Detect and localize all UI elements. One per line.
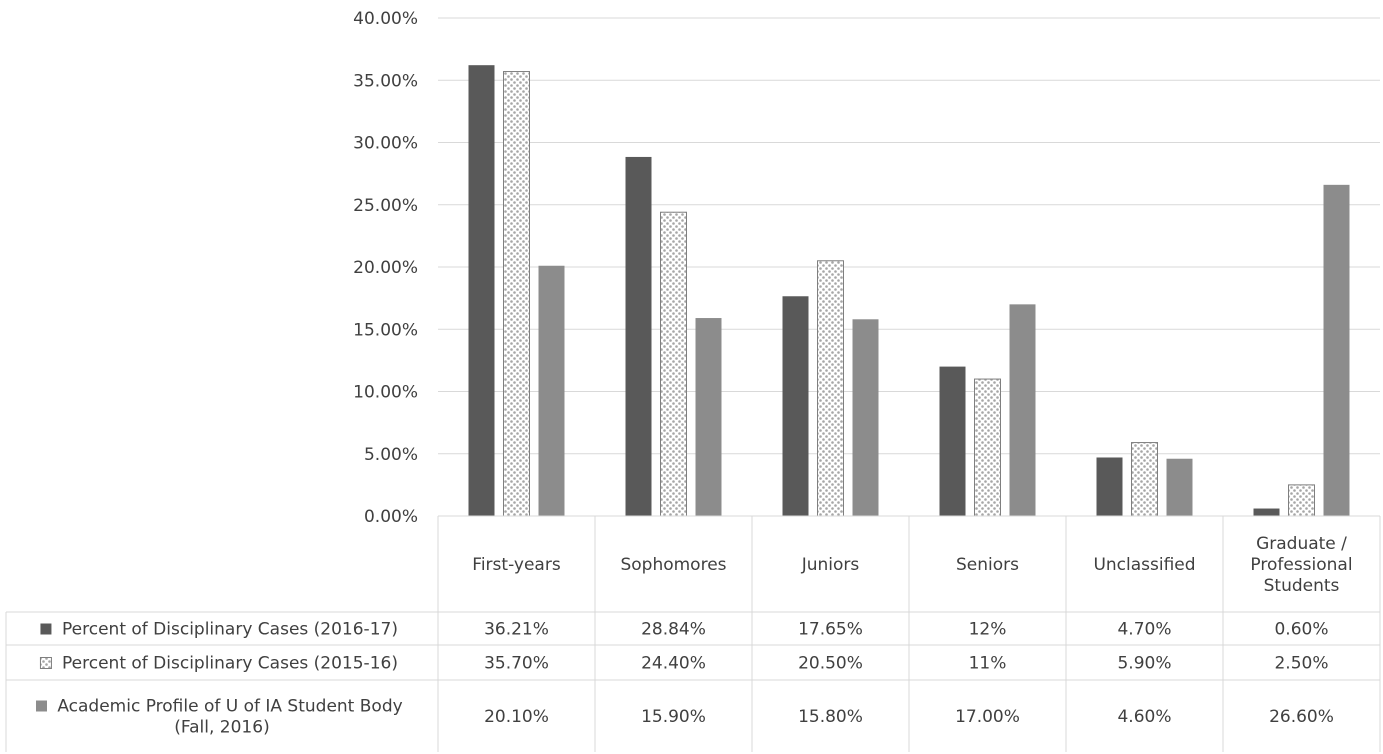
data-label: 28.84% (641, 620, 706, 640)
y-tick-label: 20.00% (353, 258, 418, 278)
y-tick-label: 5.00% (364, 445, 418, 465)
bar (1009, 304, 1036, 516)
legend-label: Percent of Disciplinary Cases (2015-16) (62, 654, 398, 674)
y-tick-label: 40.00% (353, 9, 418, 29)
bar (852, 319, 879, 516)
gridlines (438, 17, 1380, 455)
category-label: Graduate / (1256, 534, 1347, 554)
bar (974, 378, 1001, 517)
category-label: Seniors (956, 555, 1019, 575)
data-label: 20.10% (484, 707, 549, 727)
bar (1166, 458, 1193, 516)
y-tick-label: 10.00% (353, 383, 418, 403)
data-label: 0.60% (1274, 620, 1328, 640)
category-label: Sophomores (620, 555, 726, 575)
bar (538, 265, 565, 516)
y-tick-label: 0.00% (364, 507, 418, 527)
bar (1288, 484, 1315, 517)
bar (817, 260, 844, 517)
bar (503, 71, 530, 517)
data-label: 26.60% (1269, 707, 1334, 727)
data-label: 2.50% (1274, 654, 1328, 674)
y-tick-label: 35.00% (353, 71, 418, 91)
bar (1323, 184, 1350, 516)
legend-label: Percent of Disciplinary Cases (2016-17) (62, 620, 398, 640)
y-tick-label: 25.00% (353, 196, 418, 216)
legend-swatch (40, 623, 52, 635)
data-label: 15.80% (798, 707, 863, 727)
data-label: 17.65% (798, 620, 863, 640)
y-axis-ticks: 0.00% 5.00% 10.00% 15.00% 20.00% 25.00% 30.00%… (353, 9, 418, 527)
bar (1096, 457, 1123, 516)
data-label: 5.90% (1117, 654, 1171, 674)
bar (1131, 442, 1158, 517)
legend-label: (Fall, 2016) (174, 718, 269, 738)
category-label: Professional (1250, 555, 1352, 575)
bar (939, 366, 966, 516)
category-label: First-years (472, 555, 561, 575)
data-label: 4.60% (1117, 707, 1171, 727)
y-tick-label: 15.00% (353, 320, 418, 340)
category-label: Unclassified (1093, 555, 1195, 575)
data-label: 15.90% (641, 707, 706, 727)
legend-label: Academic Profile of U of IA Student Body (57, 697, 402, 717)
bar (660, 211, 687, 517)
legend-swatch (36, 700, 47, 712)
bar (695, 318, 722, 516)
data-label: 24.40% (641, 654, 706, 674)
data-table: First-years Sophomores Juniors Seniors Uncla… (5, 515, 1381, 752)
data-label: 20.50% (798, 654, 863, 674)
data-label: 35.70% (484, 654, 549, 674)
data-label: 12% (969, 620, 1007, 640)
data-label: 4.70% (1117, 620, 1171, 640)
data-label: 36.21% (484, 620, 549, 640)
category-label: Juniors (801, 555, 860, 575)
bar (468, 65, 495, 517)
bar (625, 156, 652, 516)
bar (782, 296, 809, 516)
category-label: Students (1264, 576, 1340, 596)
bars (468, 65, 1350, 517)
data-label: 17.00% (955, 707, 1020, 727)
bar (1253, 508, 1280, 516)
data-label: 11% (969, 654, 1007, 674)
legend-swatch (39, 657, 52, 669)
y-tick-label: 30.00% (353, 134, 418, 154)
